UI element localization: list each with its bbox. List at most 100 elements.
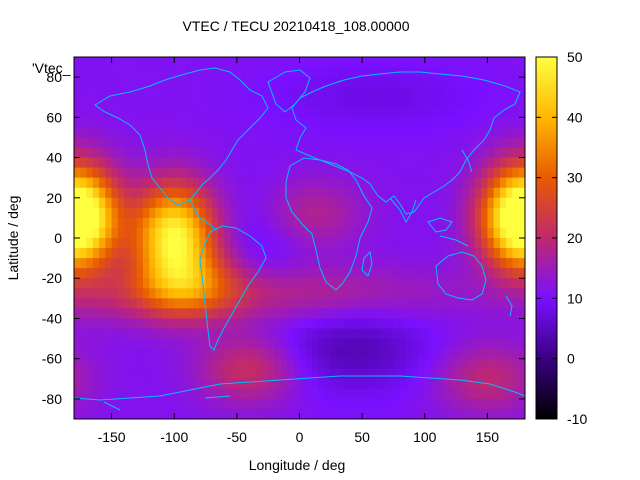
heatmap-cell xyxy=(86,298,94,309)
heatmap-cell xyxy=(142,67,150,78)
heatmap-cell xyxy=(111,87,119,98)
heatmap-cell xyxy=(424,388,432,400)
heatmap-cell xyxy=(343,288,351,299)
heatmap-cell xyxy=(418,348,426,360)
heatmap-cell xyxy=(255,147,263,159)
heatmap-cell xyxy=(136,248,144,259)
heatmap-cell xyxy=(468,378,476,390)
heatmap-cell xyxy=(512,398,520,410)
heatmap-cell xyxy=(255,87,263,98)
heatmap-cell xyxy=(468,167,476,179)
heatmap-cell xyxy=(318,358,326,370)
heatmap-cell xyxy=(474,318,482,330)
heatmap-cell xyxy=(405,358,413,370)
heatmap-cell xyxy=(343,258,351,269)
heatmap-cell xyxy=(117,197,125,209)
heatmap-cell xyxy=(312,238,319,249)
heatmap-cell xyxy=(205,238,213,249)
heatmap-cell xyxy=(186,298,194,309)
heatmap-cell xyxy=(255,157,263,169)
heatmap-cell xyxy=(268,318,276,330)
heatmap-cell xyxy=(330,197,338,209)
heatmap-cell xyxy=(343,157,351,169)
heatmap-cell xyxy=(218,107,225,118)
heatmap-cell xyxy=(330,57,338,68)
heatmap-cell xyxy=(449,398,457,410)
heatmap-cell xyxy=(149,298,157,309)
heatmap-cell xyxy=(355,157,363,169)
heatmap-cell xyxy=(456,137,463,149)
heatmap-cell xyxy=(318,177,326,189)
heatmap-cell xyxy=(462,368,470,380)
heatmap-cell xyxy=(355,217,363,229)
heatmap-cell xyxy=(399,117,407,128)
heatmap-cell xyxy=(499,298,507,309)
heatmap-cell xyxy=(456,217,463,229)
heatmap-cell xyxy=(218,157,225,169)
heatmap-cell xyxy=(318,338,326,350)
heatmap-cell xyxy=(393,278,401,289)
heatmap-cell xyxy=(142,318,150,330)
heatmap-cell xyxy=(499,207,507,219)
heatmap-cell xyxy=(456,378,463,390)
heatmap-cell xyxy=(468,137,476,149)
heatmap-cell xyxy=(393,348,401,360)
heatmap-cell xyxy=(186,388,194,400)
heatmap-cell xyxy=(186,328,194,340)
heatmap-cell xyxy=(399,167,407,179)
heatmap-cell xyxy=(255,408,263,419)
heatmap-cell xyxy=(92,117,100,128)
heatmap-cell xyxy=(124,67,131,78)
heatmap-cell xyxy=(512,388,520,400)
heatmap-cell xyxy=(261,278,269,289)
heatmap-cell xyxy=(218,278,225,289)
heatmap-cell xyxy=(493,298,501,309)
heatmap-cell xyxy=(180,378,188,390)
heatmap-cell xyxy=(424,147,432,159)
heatmap-cell xyxy=(99,67,106,78)
heatmap-cell xyxy=(318,57,326,68)
heatmap-cell xyxy=(155,298,163,309)
heatmap-cell xyxy=(456,157,463,169)
heatmap-cell xyxy=(274,107,282,118)
heatmap-cell xyxy=(499,378,507,390)
heatmap-cell xyxy=(105,147,113,159)
heatmap-cell xyxy=(462,398,470,410)
heatmap-cell xyxy=(293,298,301,309)
heatmap-cell xyxy=(142,177,150,189)
heatmap-cell xyxy=(117,117,125,128)
heatmap-cell xyxy=(355,167,363,179)
heatmap-cell xyxy=(293,318,301,330)
heatmap-cell xyxy=(286,167,294,179)
heatmap-cell xyxy=(299,258,307,269)
heatmap-cell xyxy=(318,127,326,139)
heatmap-cell xyxy=(161,77,169,88)
heatmap-cell xyxy=(249,238,257,249)
heatmap-cell xyxy=(230,248,238,259)
heatmap-cell xyxy=(393,408,401,419)
heatmap-cell xyxy=(92,77,100,88)
heatmap-cell xyxy=(243,238,250,249)
heatmap-cell xyxy=(518,107,525,118)
heatmap-cell xyxy=(155,87,163,98)
heatmap-cell xyxy=(481,67,489,78)
heatmap-cell xyxy=(74,268,81,279)
heatmap-cell xyxy=(224,278,232,289)
heatmap-cell xyxy=(443,268,451,279)
heatmap-cell xyxy=(255,117,263,128)
heatmap-cell xyxy=(224,207,232,219)
heatmap-cell xyxy=(130,288,138,299)
heatmap-cell xyxy=(299,248,307,259)
heatmap-cell xyxy=(449,97,457,108)
heatmap-cell xyxy=(462,117,470,128)
heatmap-cell xyxy=(105,348,113,360)
heatmap-cell xyxy=(167,258,175,269)
heatmap-cell xyxy=(474,278,482,289)
heatmap-cell xyxy=(174,248,182,259)
heatmap-cell xyxy=(117,207,125,219)
heatmap-cell xyxy=(136,348,144,360)
heatmap-cell xyxy=(305,348,313,360)
heatmap-cell xyxy=(462,107,470,118)
heatmap-cell xyxy=(518,87,525,98)
heatmap-cell xyxy=(249,348,257,360)
